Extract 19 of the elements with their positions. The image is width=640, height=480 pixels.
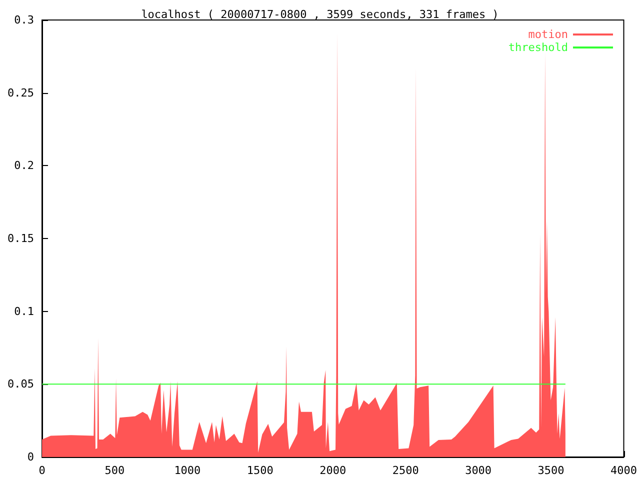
x-tick-label: 1000 — [174, 464, 201, 477]
y-tick-label: 0.2 — [14, 159, 34, 172]
y-tick-label: 0 — [27, 450, 34, 464]
y-tick-label: 0.05 — [8, 378, 34, 391]
y-tick-label: 0.1 — [14, 304, 34, 318]
x-tick-label: 3500 — [538, 464, 564, 477]
x-tick-label: 2000 — [320, 464, 346, 477]
x-tick-label: 0 — [38, 464, 46, 477]
y-tick-label: 0.3 — [14, 14, 34, 26]
x-tick-label: 4000 — [610, 464, 638, 477]
x-tick-label: 500 — [104, 464, 125, 477]
legend-label: threshold — [508, 41, 568, 54]
x-tick-label: 2500 — [392, 464, 419, 477]
x-tick-label: 3000 — [465, 464, 492, 477]
legend-label: motion — [528, 28, 568, 41]
x-tick-label: 1500 — [246, 464, 274, 477]
y-tick-label: 0.15 — [8, 232, 34, 245]
chart-title: localhost ( 20000717-0800 , 3599 seconds, 331 frames ) — [141, 8, 499, 21]
y-tick-label: 0.25 — [8, 86, 34, 100]
